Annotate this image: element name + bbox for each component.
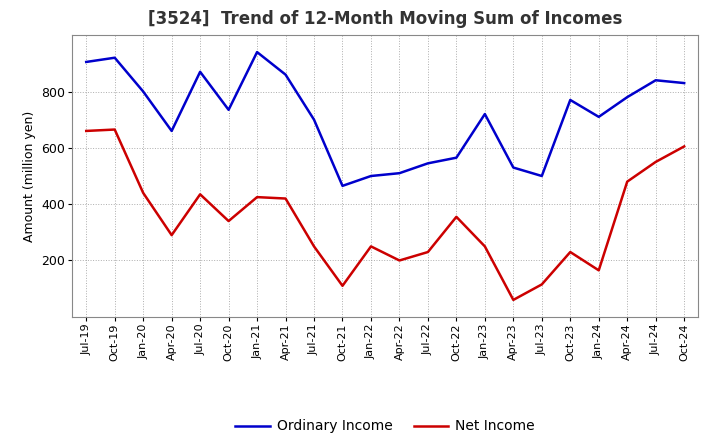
- Net Income: [310, 244, 318, 249]
- Net Income: [139, 190, 148, 195]
- Ordinary Income: [680, 81, 688, 86]
- Net Income: [452, 214, 461, 220]
- Ordinary Income: [595, 114, 603, 120]
- Ordinary Income: [566, 97, 575, 103]
- Net Income: [167, 232, 176, 238]
- Net Income: [366, 244, 375, 249]
- Net Income: [423, 249, 432, 255]
- Net Income: [82, 128, 91, 134]
- Ordinary Income: [82, 59, 91, 65]
- Ordinary Income: [395, 171, 404, 176]
- Ordinary Income: [623, 95, 631, 100]
- Ordinary Income: [167, 128, 176, 134]
- Ordinary Income: [139, 89, 148, 94]
- Net Income: [110, 127, 119, 132]
- Net Income: [225, 218, 233, 224]
- Net Income: [537, 282, 546, 287]
- Ordinary Income: [423, 161, 432, 166]
- Net Income: [395, 258, 404, 263]
- Ordinary Income: [110, 55, 119, 60]
- Ordinary Income: [225, 107, 233, 113]
- Net Income: [595, 268, 603, 273]
- Ordinary Income: [509, 165, 518, 170]
- Line: Ordinary Income: Ordinary Income: [86, 52, 684, 186]
- Ordinary Income: [452, 155, 461, 160]
- Net Income: [680, 144, 688, 149]
- Ordinary Income: [366, 173, 375, 179]
- Net Income: [652, 159, 660, 165]
- Ordinary Income: [282, 72, 290, 77]
- Ordinary Income: [480, 111, 489, 117]
- Net Income: [253, 194, 261, 200]
- Net Income: [480, 244, 489, 249]
- Ordinary Income: [196, 69, 204, 74]
- Net Income: [282, 196, 290, 201]
- Ordinary Income: [310, 117, 318, 122]
- Y-axis label: Amount (million yen): Amount (million yen): [22, 110, 35, 242]
- Net Income: [623, 179, 631, 184]
- Net Income: [566, 249, 575, 255]
- Ordinary Income: [537, 173, 546, 179]
- Line: Net Income: Net Income: [86, 129, 684, 300]
- Net Income: [338, 283, 347, 289]
- Ordinary Income: [253, 49, 261, 55]
- Net Income: [196, 192, 204, 197]
- Title: [3524]  Trend of 12-Month Moving Sum of Incomes: [3524] Trend of 12-Month Moving Sum of I…: [148, 10, 622, 28]
- Net Income: [509, 297, 518, 303]
- Ordinary Income: [652, 77, 660, 83]
- Ordinary Income: [338, 183, 347, 188]
- Legend: Ordinary Income, Net Income: Ordinary Income, Net Income: [230, 414, 541, 439]
